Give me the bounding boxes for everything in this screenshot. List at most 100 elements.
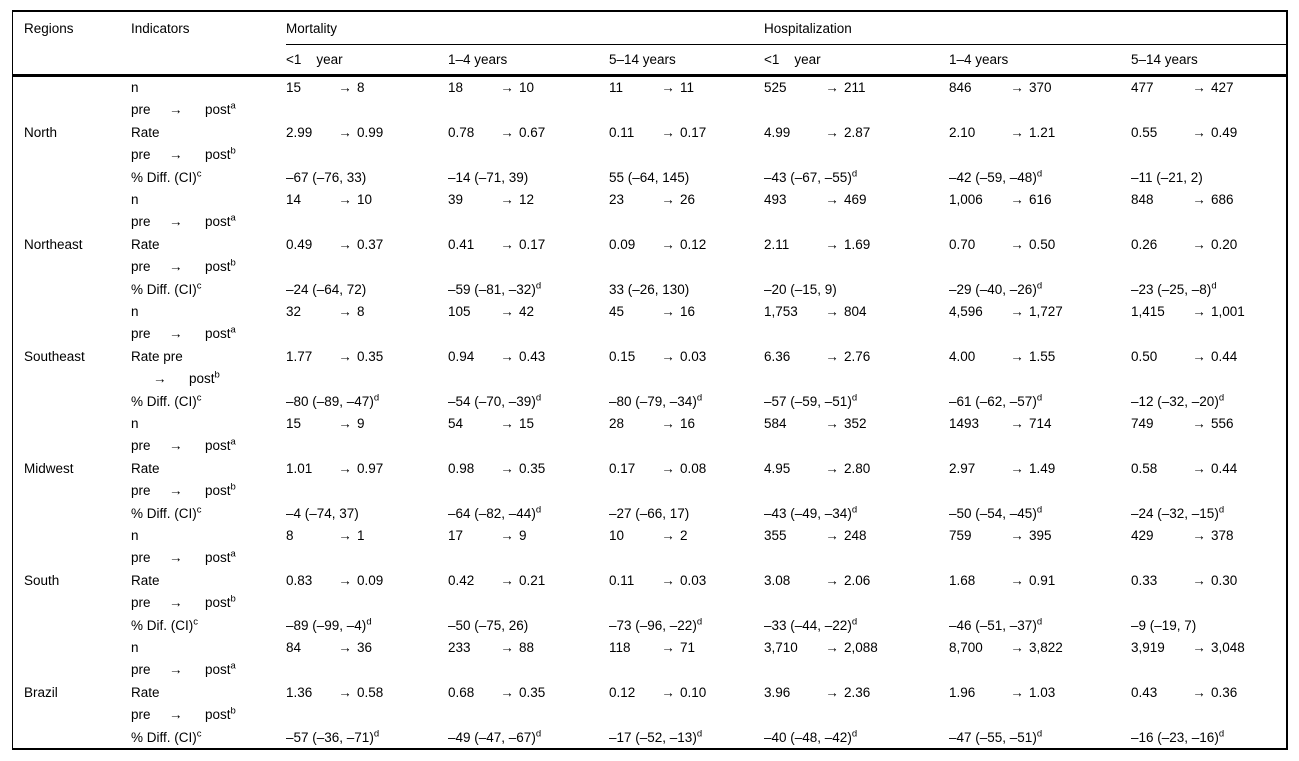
arrow-icon: → xyxy=(338,460,352,476)
arrow-icon: → xyxy=(500,80,514,95)
data-column: 1,006 → 616 0.70 → 0.50 –29 (–40, –26)d xyxy=(949,189,1131,301)
arrow-icon: → xyxy=(1010,640,1024,655)
arrow-icon: → xyxy=(825,348,839,364)
footnote-marker: a xyxy=(230,548,236,560)
footnote-marker: a xyxy=(230,660,236,672)
n-pre-post-cell: 1493 → 714 xyxy=(949,413,1131,435)
pct-diff-cell: –9 (–19, 7) xyxy=(1131,617,1197,633)
n-pre-post-cell: 10 → 2 xyxy=(609,525,764,547)
rate-pre-post-cell: 1.96 → 1.03 xyxy=(949,682,1131,704)
indicator-diff-label: % Diff. (CI)c xyxy=(131,504,202,521)
arrow-icon: → xyxy=(1010,236,1024,252)
arrow-icon: → xyxy=(500,416,514,431)
rate-pre-post-cell: 0.49 → 0.37 xyxy=(286,234,448,256)
arrow-icon: → xyxy=(1192,528,1206,543)
arrow-icon: → xyxy=(1010,80,1024,95)
footnote-marker: d xyxy=(851,616,858,628)
n-pre-post-cell: 584 → 352 xyxy=(764,413,949,435)
footnote-marker: d xyxy=(1036,728,1043,740)
header-hosp-age-1-4: 1–4 years xyxy=(949,51,1009,67)
footnote-marker: d xyxy=(535,280,542,292)
arrow-icon: → xyxy=(825,236,839,252)
rate-pre-post-cell: 0.55 → 0.49 xyxy=(1131,122,1286,144)
arrow-icon: → xyxy=(169,483,183,499)
n-pre-post-cell: 15 → 8 xyxy=(286,77,448,99)
footnote-marker: d xyxy=(1036,168,1043,180)
footnote-marker: c xyxy=(196,280,202,292)
footnote-marker: d xyxy=(1036,616,1043,628)
data-column: 28 → 16 0.17 → 0.08 –27 (–66, 17) xyxy=(609,413,764,525)
arrow-icon: → xyxy=(169,662,183,678)
indicator-n-sub-label: pre → posta xyxy=(131,547,286,569)
pct-diff-cell: –73 (–96, –22)d xyxy=(609,616,703,633)
arrow-icon: → xyxy=(661,304,675,319)
arrow-icon: → xyxy=(661,236,675,252)
arrow-icon: → xyxy=(825,304,839,319)
header-hosp-age-lt1: <1 year xyxy=(764,51,821,67)
arrow-icon: → xyxy=(153,371,167,387)
header-mortality-age-lt1: <1 year xyxy=(286,51,343,67)
arrow-icon: → xyxy=(500,640,514,655)
arrow-icon: → xyxy=(661,640,675,655)
arrow-icon: → xyxy=(169,707,183,723)
n-pre-post-cell: 15 → 9 xyxy=(286,413,448,435)
data-column: 355 → 248 3.08 → 2.06 –33 (–44, –22)d xyxy=(764,525,949,637)
indicator-n-label: n xyxy=(131,416,139,431)
region-row-south: South n pre → posta Rate pre → postb % Dif. (CI)c… xyxy=(13,525,1286,637)
pct-diff-cell: –64 (–82, –44)d xyxy=(448,504,542,521)
pct-diff-cell: –59 (–81, –32)d xyxy=(448,280,542,297)
pct-diff-cell: –20 (–15, 9) xyxy=(764,281,837,297)
footnote-marker: a xyxy=(230,324,236,336)
arrow-icon: → xyxy=(500,124,514,140)
rate-pre-post-cell: 0.94 → 0.43 xyxy=(448,346,609,368)
data-column: 749 → 556 0.58 → 0.44 –24 (–32, –15)d xyxy=(1131,413,1286,525)
footnote-marker: d xyxy=(851,392,858,404)
arrow-icon: → xyxy=(825,684,839,700)
pct-diff-cell: –42 (–59, –48)d xyxy=(949,168,1043,185)
rate-pre-post-cell: 0.11 → 0.17 xyxy=(609,122,764,144)
footnote-marker: d xyxy=(1036,392,1043,404)
n-pre-post-cell: 32 → 8 xyxy=(286,301,448,323)
footnote-marker: d xyxy=(373,392,380,404)
rate-pre-post-cell: 0.11 → 0.03 xyxy=(609,570,764,592)
arrow-icon: → xyxy=(169,438,183,454)
data-column: 4,596 → 1,727 4.00 → 1.55 –61 (–62, –57)d xyxy=(949,301,1131,413)
n-pre-post-cell: 3,710 → 2,088 xyxy=(764,637,949,659)
arrow-icon: → xyxy=(1010,684,1024,700)
rate-pre-post-cell: 0.98 → 0.35 xyxy=(448,458,609,480)
region-row-midwest: Midwest n pre → posta Rate pre → postb % Diff. (C… xyxy=(13,413,1286,525)
pct-diff-cell: –50 (–54, –45)d xyxy=(949,504,1043,521)
arrow-icon: → xyxy=(338,236,352,252)
n-pre-post-cell: 18 → 10 xyxy=(448,77,609,99)
pct-diff-cell: 55 (–64, 145) xyxy=(609,169,690,185)
arrow-icon: → xyxy=(661,684,675,700)
indicator-rate-sub-label: pre → postb xyxy=(131,592,286,614)
footnote-marker: a xyxy=(230,100,236,112)
rate-pre-post-cell: 0.68 → 0.35 xyxy=(448,682,609,704)
indicator-diff-label: % Diff. (CI)c xyxy=(131,728,202,745)
rate-pre-post-cell: 2.99 → 0.99 xyxy=(286,122,448,144)
indicator-diff-label: % Diff. (CI)c xyxy=(131,392,202,409)
indicator-rate-sub-label: → postb xyxy=(131,368,286,390)
arrow-icon: → xyxy=(169,259,183,275)
arrow-icon: → xyxy=(1192,572,1206,588)
footnote-marker: c xyxy=(196,728,202,740)
n-pre-post-cell: 525 → 211 xyxy=(764,77,949,99)
data-column: 477 → 427 0.55 → 0.49 –11 (–21, 2) xyxy=(1131,77,1286,189)
pct-diff-cell: –46 (–51, –37)d xyxy=(949,616,1043,633)
data-column: 32 → 8 1.77 → 0.35 –80 (–89, –47)d xyxy=(286,301,448,413)
indicator-n-sub-label: pre → posta xyxy=(131,323,286,345)
rate-pre-post-cell: 0.41 → 0.17 xyxy=(448,234,609,256)
region-row-northeast: Northeast n pre → posta Rate pre → postb % Diff. … xyxy=(13,189,1286,301)
header-hosp-age-5-14: 5–14 years xyxy=(1131,51,1198,67)
pct-diff-cell: –16 (–23, –16)d xyxy=(1131,728,1225,745)
footnote-marker: d xyxy=(1218,728,1225,740)
indicator-n-sub-label: pre → posta xyxy=(131,99,286,121)
n-pre-post-cell: 105 → 42 xyxy=(448,301,609,323)
arrow-icon: → xyxy=(169,214,183,230)
arrow-icon: → xyxy=(1192,460,1206,476)
indicator-rate-label: Rate xyxy=(131,684,160,700)
footnote-marker: d xyxy=(696,728,703,740)
data-column: 15 → 8 2.99 → 0.99 –67 (–76, 33) xyxy=(286,77,448,189)
pct-diff-cell: –24 (–64, 72) xyxy=(286,281,367,297)
